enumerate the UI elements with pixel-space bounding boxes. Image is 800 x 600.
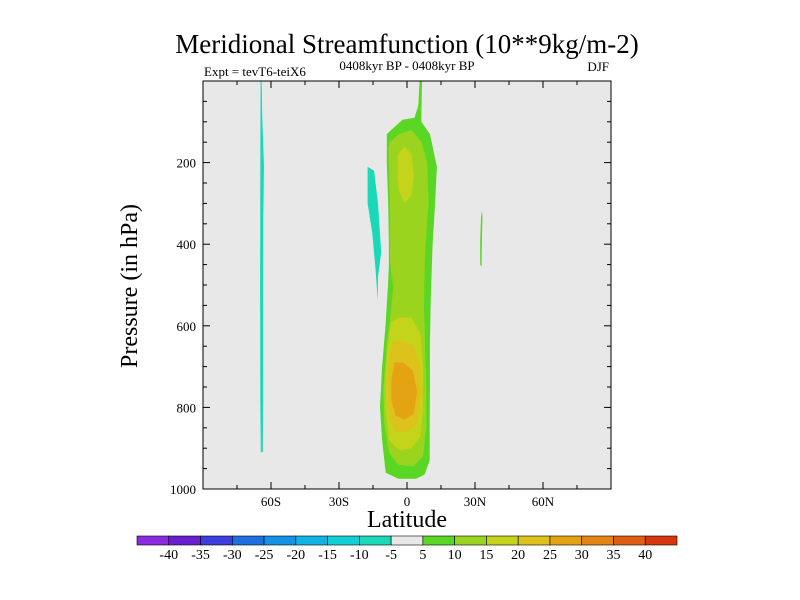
y-tick-label: 800 [177, 400, 197, 415]
contour-regions [260, 81, 483, 479]
chart-title: Meridional Streamfunction (10**9kg/m-2) [175, 29, 638, 59]
right-subtitle: DJF [587, 59, 609, 74]
y-tick-label: 600 [177, 319, 197, 334]
colorbar-label: -10 [350, 548, 369, 563]
contour-nh-subtropical-positive [480, 211, 483, 267]
x-tick-label: 30N [464, 494, 487, 509]
contour-upper-cell-10-left [388, 142, 398, 285]
colorbar-swatch [549, 535, 583, 546]
contour-sh-polar-negative-band [260, 81, 264, 453]
colorbar-label: -30 [223, 548, 242, 563]
x-tick-label: 0 [404, 494, 411, 509]
colorbar-swatch [231, 535, 265, 546]
colorbar-swatch [422, 535, 455, 546]
colorbar-label: 40 [638, 548, 652, 563]
y-axis: 200 400 600 800 1000 [170, 100, 611, 497]
colorbar-swatch [359, 535, 392, 546]
colorbar-label: -15 [318, 548, 337, 563]
colorbar-label: 25 [543, 548, 557, 563]
y-tick-label: 1000 [170, 482, 196, 497]
colorbar-swatch [486, 535, 519, 546]
colorbar-swatch [644, 535, 678, 546]
colorbar-swatch [295, 535, 328, 546]
y-tick-label: 200 [177, 156, 197, 171]
y-tick-label: 400 [177, 237, 197, 252]
x-tick-label: 60S [261, 494, 281, 509]
colorbar-swatch [263, 535, 297, 546]
colorbar-label: 5 [419, 548, 426, 563]
colorbar-swatch [200, 535, 233, 546]
colorbar-swatch [136, 535, 170, 546]
colorbar-label: -5 [385, 548, 397, 563]
colorbar-label: 20 [511, 548, 525, 563]
left-subtitle: Expt = tevT6-teiX6 [204, 64, 306, 79]
colorbar-label: -35 [191, 548, 210, 563]
contour-upper-cell-15-core [396, 146, 414, 204]
colorbar-swatch [581, 535, 614, 546]
colorbar-swatch [454, 535, 487, 546]
x-axis: 60S 30S 0 30N 60N [236, 81, 578, 509]
colorbar-label: 10 [448, 548, 462, 563]
colorbar-swatch [613, 535, 646, 546]
x-axis-label: Latitude [367, 507, 447, 533]
colorbar-label: 15 [479, 548, 493, 563]
colorbar-swatch [390, 535, 424, 546]
y-axis-label: Pressure (in hPa) [117, 204, 143, 368]
x-tick-label: 30S [329, 494, 349, 509]
center-subtitle: 0408kyr BP - 0408kyr BP [339, 58, 474, 73]
contour-equatorial-cell-25 [391, 362, 418, 420]
colorbar-swatch [327, 535, 360, 546]
colorbar-swatch [517, 535, 551, 546]
contour-sh-subtropical-negative [367, 166, 382, 302]
colorbar-swatch [168, 535, 201, 546]
colorbar: -40 -35 -30 -25 -20 -15 -10 -5 5 10 15 20 25 30 35 40 [136, 535, 678, 563]
colorbar-label: 35 [606, 548, 620, 563]
x-tick-label: 60N [532, 494, 555, 509]
colorbar-label: -20 [286, 548, 305, 563]
colorbar-label: -40 [159, 548, 178, 563]
colorbar-label: 30 [575, 548, 589, 563]
colorbar-label: -25 [255, 548, 274, 563]
